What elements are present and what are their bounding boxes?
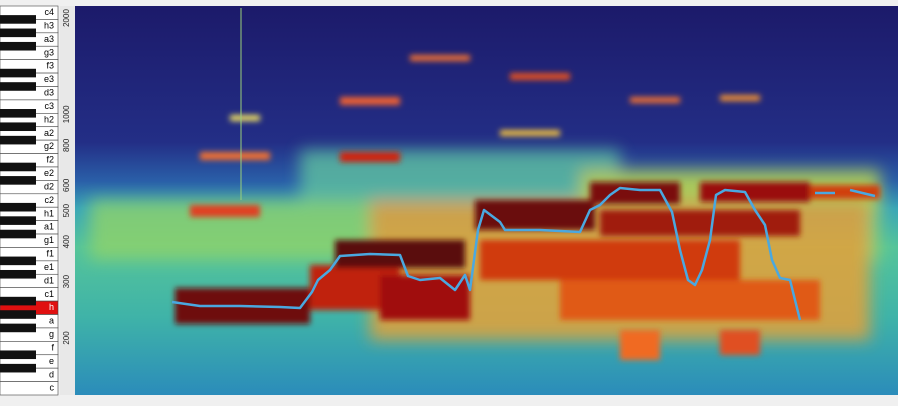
key-label: h1 [44, 208, 54, 218]
black-key [0, 310, 36, 319]
frequency-label: 300 [62, 274, 71, 288]
key-label: g2 [44, 141, 54, 151]
key-label: e1 [44, 262, 54, 272]
black-key [0, 109, 36, 118]
key-label: f3 [46, 61, 54, 71]
black-key [0, 202, 36, 212]
key-label: d3 [44, 88, 54, 98]
key-label: f [51, 342, 54, 352]
frequency-label: 1000 [62, 105, 71, 123]
black-key [0, 269, 36, 279]
key-label: c2 [44, 195, 54, 205]
key-label: h [49, 302, 54, 312]
key-label: d1 [44, 275, 54, 285]
key-label: d [49, 369, 54, 379]
key-label: f2 [46, 155, 54, 165]
frequency-axis [60, 6, 75, 395]
black-key [0, 296, 36, 306]
key-label: c [50, 383, 55, 393]
piano-keyboard: c4 h3 a3 g3 f3 e3 d3 c3 h2 a2 g2 f2 e2 d2 c2 h1 a1 g1 f1 e1… [0, 5, 59, 396]
key-label: g [49, 329, 54, 339]
key-label: c4 [44, 7, 54, 17]
key-label: a3 [44, 34, 54, 44]
frequency-label: 800 [62, 138, 71, 152]
key-label: e [49, 356, 54, 366]
frequency-label: 600 [62, 178, 71, 192]
frequency-label: 200 [62, 331, 71, 345]
key-label: e2 [44, 168, 54, 178]
black-key [0, 41, 36, 51]
frequency-label: 2000 [62, 9, 71, 27]
key-label: d2 [44, 181, 54, 191]
black-key [0, 82, 36, 91]
black-key [0, 350, 36, 360]
black-key [0, 135, 36, 145]
frequency-labels: 2000 1000 800 600 500 400 300 200 [62, 9, 71, 345]
key-label: f1 [46, 249, 54, 259]
black-key [0, 122, 36, 132]
frequency-label: 500 [62, 203, 71, 217]
key-label: e3 [44, 74, 54, 84]
key-label: h3 [44, 20, 54, 30]
black-key [0, 68, 36, 78]
black-key [0, 28, 36, 38]
black-key [0, 323, 36, 333]
black-key [0, 15, 36, 24]
black-key [0, 216, 36, 225]
key-label: a [49, 316, 54, 326]
key-label: g3 [44, 47, 54, 57]
key-label: a2 [44, 128, 54, 138]
black-key [0, 176, 36, 185]
black-key [0, 229, 36, 239]
key-label: c1 [44, 289, 54, 299]
key-label: h2 [44, 114, 54, 124]
key-label: c3 [44, 101, 54, 111]
black-key [0, 256, 36, 266]
key-label: g1 [44, 235, 54, 245]
key-label: a1 [44, 222, 54, 232]
black-key [0, 363, 36, 373]
white-key [0, 381, 59, 396]
black-key [0, 162, 36, 172]
spectrogram [75, 6, 898, 395]
frequency-label: 400 [62, 234, 71, 248]
